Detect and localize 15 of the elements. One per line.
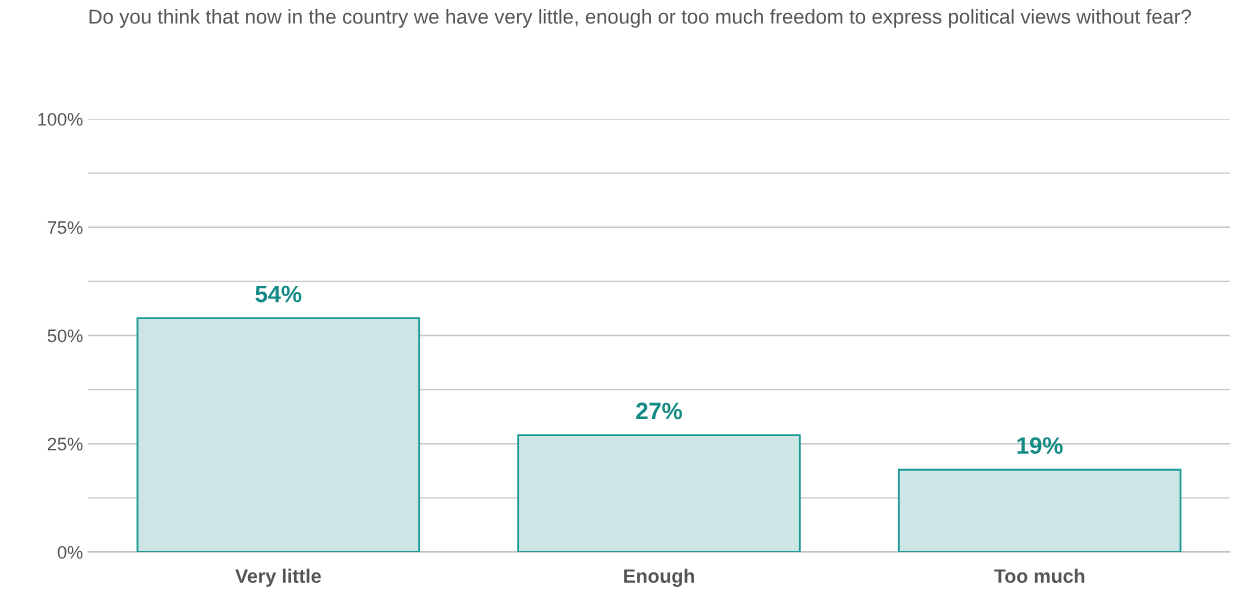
x-tick-label: Too much (994, 568, 1085, 583)
bar (517, 434, 801, 552)
data-label: 19% (1017, 437, 1063, 454)
y-tick-label: 0% (57, 545, 83, 559)
bar (897, 468, 1182, 552)
y-tick-label: 75% (47, 221, 83, 234)
chart-title: Do you think that now in the country we have very little, enough or too much freedom to express political views without fear? (89, 9, 1191, 28)
x-tick-label: Enough (624, 568, 694, 587)
y-tick-label: 25% (47, 437, 83, 451)
bar (136, 317, 421, 552)
y-tick-label: 100% (38, 112, 83, 126)
y-tick-label: 50% (47, 329, 83, 343)
data-label: 27% (636, 402, 683, 420)
x-tick-label: Very little (235, 568, 321, 587)
data-label: 54% (255, 285, 302, 303)
